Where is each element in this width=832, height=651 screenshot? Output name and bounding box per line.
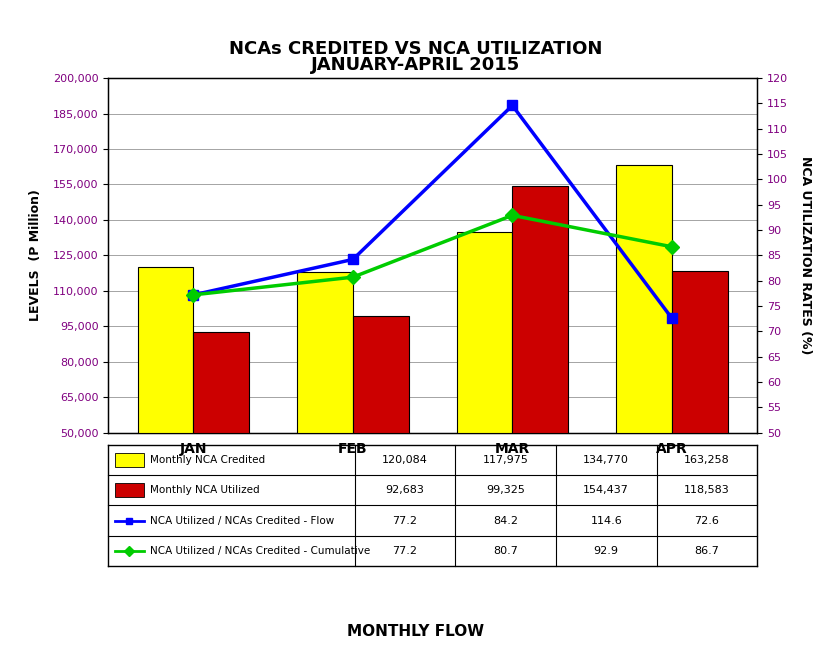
Text: 120,084: 120,084: [382, 455, 428, 465]
Text: 72.6: 72.6: [695, 516, 719, 525]
Text: 80.7: 80.7: [493, 546, 518, 556]
Bar: [671, 271, 728, 551]
Text: NCA Utilized / NCAs Credited - Cumulative: NCA Utilized / NCAs Credited - Cumulativ…: [151, 546, 370, 556]
Bar: [353, 316, 409, 551]
Bar: [297, 272, 353, 551]
Text: Monthly NCA Credited: Monthly NCA Credited: [151, 455, 265, 465]
Text: 154,437: 154,437: [583, 485, 629, 495]
Bar: [137, 267, 194, 551]
Text: 118,583: 118,583: [684, 485, 730, 495]
Text: 86.7: 86.7: [695, 546, 719, 556]
Text: 92.9: 92.9: [594, 546, 619, 556]
Text: 117,975: 117,975: [483, 455, 528, 465]
Bar: [115, 483, 144, 497]
Text: 99,325: 99,325: [486, 485, 525, 495]
Text: NCAs CREDITED VS NCA UTILIZATION: NCAs CREDITED VS NCA UTILIZATION: [230, 40, 602, 58]
Text: 134,770: 134,770: [583, 455, 629, 465]
Text: 77.2: 77.2: [393, 546, 418, 556]
Bar: [194, 332, 250, 551]
Y-axis label: NCA UTILIZATION RATES (%): NCA UTILIZATION RATES (%): [799, 156, 812, 355]
Text: MONTHLY FLOW: MONTHLY FLOW: [348, 624, 484, 639]
Text: 163,258: 163,258: [684, 455, 730, 465]
Bar: [115, 453, 144, 467]
Text: 92,683: 92,683: [385, 485, 424, 495]
Y-axis label: LEVELS  (P Million): LEVELS (P Million): [28, 189, 42, 322]
Text: 77.2: 77.2: [393, 516, 418, 525]
Text: NCA Utilized / NCAs Credited - Flow: NCA Utilized / NCAs Credited - Flow: [151, 516, 334, 525]
Text: Monthly NCA Utilized: Monthly NCA Utilized: [151, 485, 260, 495]
Bar: [513, 186, 568, 551]
Text: 114.6: 114.6: [591, 516, 622, 525]
Bar: [457, 232, 513, 551]
Text: 84.2: 84.2: [493, 516, 518, 525]
Bar: [616, 165, 671, 551]
Text: JANUARY-APRIL 2015: JANUARY-APRIL 2015: [311, 56, 521, 74]
